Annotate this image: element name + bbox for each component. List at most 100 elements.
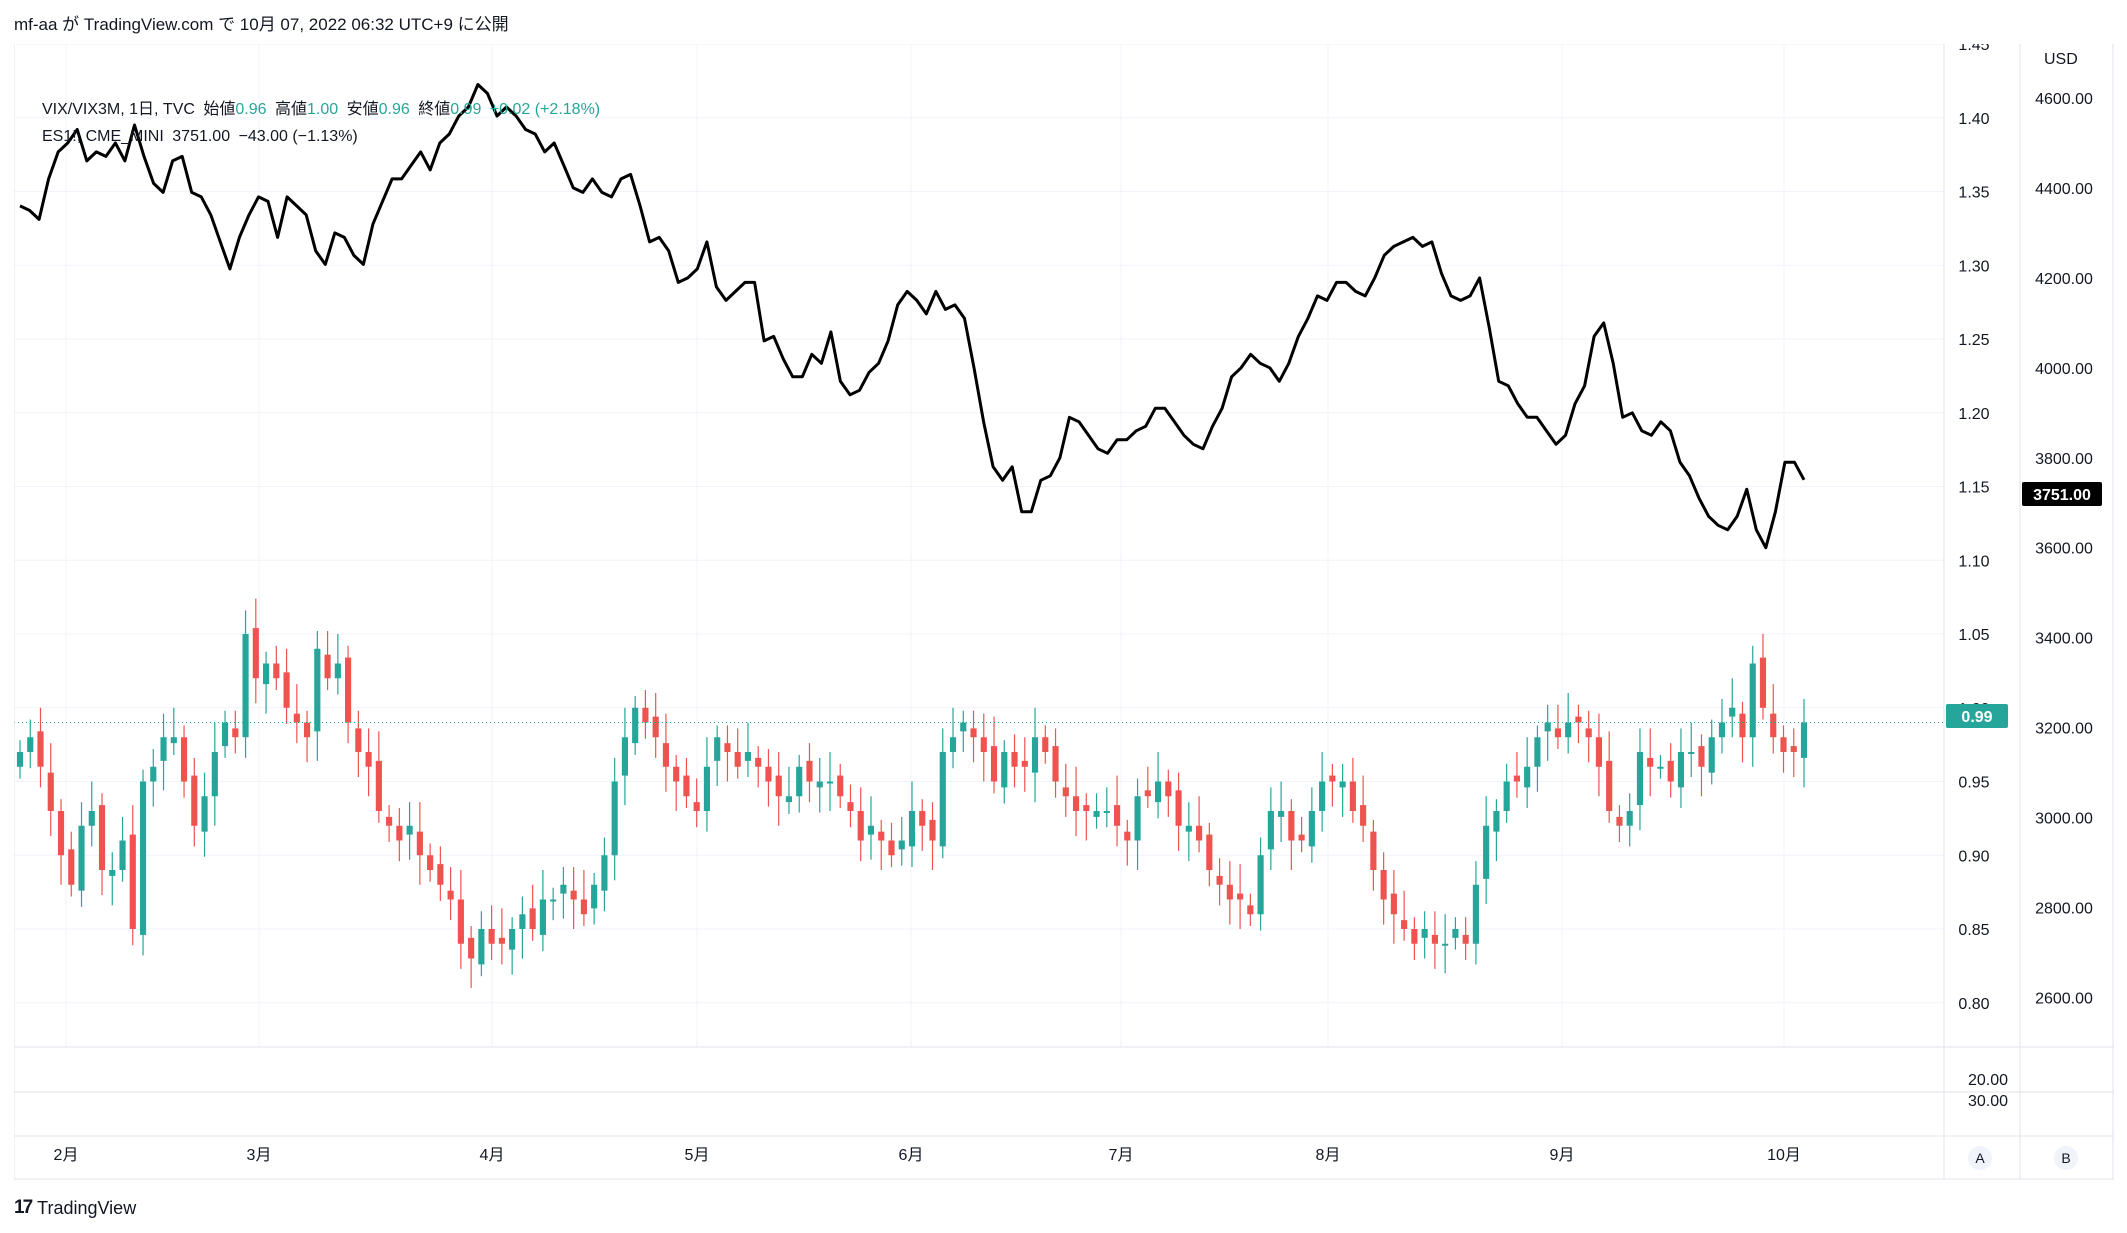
- candle-body: [796, 766, 803, 797]
- candle-body: [1565, 722, 1572, 738]
- ratio-tick-label: 0.80: [1958, 996, 1989, 1013]
- candle-body: [570, 890, 577, 900]
- candle-body: [591, 884, 598, 909]
- candle-body: [1154, 781, 1162, 803]
- legend-es-value: 3751.00: [172, 128, 231, 145]
- candle-body: [1226, 884, 1233, 900]
- candle-body: [293, 713, 300, 723]
- candle-body: [457, 899, 464, 944]
- candle-body: [1031, 737, 1039, 773]
- candle-body: [960, 722, 967, 732]
- candle-body: [1554, 728, 1562, 738]
- usd-tick-label: 4400.00: [2035, 181, 2093, 198]
- legend-row-vix: VIX/VIX3M, 1日, TVC 始値0.96 高値1.00 安値0.96 …: [42, 96, 604, 123]
- candle-body: [1800, 722, 1808, 758]
- candle-body: [1616, 816, 1623, 826]
- legend-es-change: −43.00 (−1.13%): [238, 128, 358, 145]
- candle-body: [1524, 766, 1531, 788]
- candle-body: [990, 746, 998, 782]
- grid-lines: [14, 44, 1944, 1047]
- candle-body: [180, 737, 188, 782]
- legend-es-symbol: ES1!, CME_MINI: [42, 128, 164, 145]
- candle-body: [970, 728, 977, 738]
- legend-vix-symbol: VIX/VIX3M, 1日, TVC: [42, 101, 195, 118]
- legend-vix-change: +0.02 (+2.18%): [489, 101, 601, 118]
- candle-body: [27, 737, 34, 752]
- candle-body: [1093, 811, 1100, 817]
- candle-body: [621, 737, 628, 776]
- candle-body: [1298, 834, 1305, 841]
- legend-low-value: 0.96: [378, 101, 410, 118]
- candle-body: [406, 825, 413, 835]
- candle-body: [396, 825, 403, 841]
- candle-body: [744, 752, 752, 761]
- candle-body: [211, 752, 218, 797]
- candle-body: [980, 737, 987, 752]
- candle-body: [662, 743, 670, 767]
- candle-body: [119, 840, 126, 870]
- candle-body: [539, 899, 546, 935]
- auto-scale-button-a[interactable]: A: [1968, 1146, 1992, 1170]
- candle-body: [1216, 875, 1223, 885]
- legend-close-label: 終値: [418, 101, 451, 118]
- candle-body: [1175, 790, 1182, 826]
- candle-body: [416, 831, 423, 856]
- candle-body: [191, 775, 198, 826]
- usd-tick-label: 3800.00: [2035, 451, 2093, 468]
- candle-body: [221, 722, 229, 747]
- candle-body: [878, 831, 885, 841]
- candle-body: [283, 672, 290, 708]
- candle-body: [334, 663, 341, 679]
- candle-body: [929, 819, 936, 841]
- svg-text:3751.00: 3751.00: [2033, 487, 2091, 504]
- candle-body: [1677, 752, 1685, 788]
- candle-body: [775, 775, 782, 797]
- usd-tick-label: 3400.00: [2035, 631, 2093, 648]
- ratio-tick-label: 0.95: [1958, 775, 1989, 792]
- svg-text:0.99: 0.99: [1961, 709, 1992, 726]
- candle-body: [1124, 831, 1131, 841]
- candle-body: [1462, 934, 1469, 944]
- es-line-series: [19, 83, 1806, 550]
- candle-body: [1206, 834, 1213, 870]
- ratio-tick-label: 1.25: [1958, 332, 1989, 349]
- candle-body: [1421, 929, 1428, 938]
- candle-body: [262, 663, 270, 685]
- es-price-line: [19, 83, 1806, 550]
- candle-body: [1636, 752, 1644, 806]
- candle-body: [509, 929, 516, 950]
- candle-body: [1380, 870, 1387, 900]
- candle-body: [1349, 781, 1356, 811]
- candle-body: [1513, 775, 1520, 782]
- candle-body: [1021, 760, 1028, 767]
- candle-body: [580, 899, 587, 915]
- candle-body: [129, 834, 136, 929]
- candle-body: [1288, 811, 1295, 841]
- candle-body: [1667, 760, 1674, 782]
- candle-body: [632, 707, 639, 744]
- candle-body: [837, 775, 844, 797]
- candle-body: [734, 752, 741, 767]
- candle-body: [478, 929, 485, 965]
- candle-body: [847, 802, 854, 811]
- publish-info-text: mf-aa が TradingView.com で 10月 07, 2022 0…: [14, 15, 509, 34]
- candle-body: [1401, 920, 1408, 929]
- candle-body: [1103, 811, 1110, 813]
- candle-body: [201, 796, 208, 832]
- svg-text:A: A: [1975, 1150, 1985, 1166]
- ratio-tick-label: 1.20: [1958, 406, 1989, 423]
- chart-canvas[interactable]: 1.45 1.40 1.35 1.30 1.25 1.20 1.15 1.10 1.05 1.00…: [14, 44, 2114, 1180]
- candle-body: [673, 766, 680, 782]
- auto-scale-button-b[interactable]: B: [2054, 1146, 2078, 1170]
- candle-body: [888, 840, 895, 856]
- usd-tick-label: 3000.00: [2035, 811, 2093, 828]
- candle-body: [1278, 811, 1285, 817]
- publish-header: mf-aa が TradingView.com で 10月 07, 2022 0…: [0, 0, 2127, 44]
- candle-body: [1411, 929, 1418, 944]
- candle-body: [1237, 893, 1244, 900]
- usd-tick-label: 3600.00: [2035, 541, 2093, 558]
- ratio-tick-label: 0.90: [1958, 848, 1989, 865]
- candle-body: [1370, 831, 1377, 870]
- candle-body: [88, 811, 95, 826]
- candle-body: [550, 899, 557, 902]
